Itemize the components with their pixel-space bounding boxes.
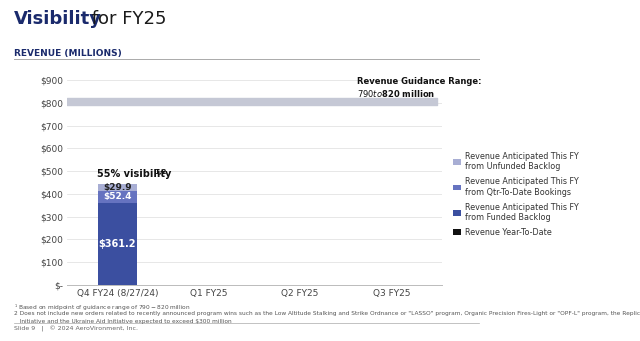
Legend: Revenue Anticipated This FY
from Unfunded Backlog, Revenue Anticipated This FY
f: Revenue Anticipated This FY from Unfunde… [453, 152, 579, 237]
Text: Initiative and the Ukraine Aid Initiative expected to exceed $300 million: Initiative and the Ukraine Aid Initiativ… [14, 319, 232, 324]
Text: 1,2: 1,2 [154, 169, 166, 175]
Bar [99, 191, 136, 203]
Text: $361.2: $361.2 [99, 239, 136, 249]
Text: REVENUE (MILLIONS): REVENUE (MILLIONS) [14, 49, 122, 58]
Text: Slide 9   |   © 2024 AeroVironment, Inc.: Slide 9 | © 2024 AeroVironment, Inc. [14, 326, 138, 332]
Text: $29.9: $29.9 [103, 183, 132, 192]
Text: Revenue Guidance Range:
$790 to $820 million: Revenue Guidance Range: $790 to $820 mil… [356, 77, 481, 99]
Bar [99, 203, 136, 285]
Text: $52.4: $52.4 [103, 192, 132, 201]
Text: 2 Does not include new orders related to recently announced program wins such as: 2 Does not include new orders related to… [14, 311, 640, 316]
Text: for FY25: for FY25 [86, 10, 167, 28]
Text: Visibility: Visibility [14, 10, 102, 28]
Bar [99, 184, 136, 191]
Text: 55% visibility: 55% visibility [97, 169, 175, 179]
Text: Company
visibility supports
revenue guidance
range: Company visibility supports revenue guid… [499, 136, 611, 191]
Text: ¹ Based on midpoint of guidance range of $790-$820 million: ¹ Based on midpoint of guidance range of… [14, 302, 191, 312]
